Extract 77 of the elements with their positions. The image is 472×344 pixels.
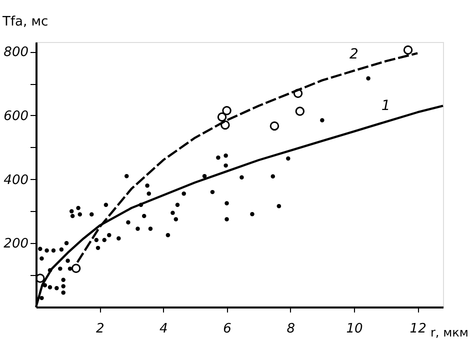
point bbox=[40, 256, 44, 261]
y-tick-label: 200 bbox=[4, 236, 28, 252]
point bbox=[44, 248, 49, 253]
point bbox=[175, 202, 180, 207]
point bbox=[54, 286, 59, 290]
point bbox=[68, 266, 72, 271]
point bbox=[107, 233, 112, 238]
point bbox=[48, 268, 52, 272]
point bbox=[94, 238, 99, 242]
point bbox=[182, 192, 186, 196]
y-tick-label: 800 bbox=[4, 45, 28, 60]
point bbox=[104, 202, 108, 207]
point bbox=[174, 217, 178, 222]
point bbox=[76, 206, 80, 210]
point bbox=[286, 156, 290, 161]
point bbox=[40, 296, 44, 300]
point bbox=[170, 210, 175, 215]
point bbox=[70, 214, 75, 218]
point bbox=[202, 174, 207, 178]
point bbox=[166, 233, 170, 238]
point bbox=[224, 154, 228, 158]
x-tick-label: 6 bbox=[223, 322, 232, 336]
point bbox=[210, 190, 215, 194]
point bbox=[48, 285, 52, 290]
point bbox=[240, 175, 244, 180]
point bbox=[66, 258, 70, 263]
point bbox=[61, 290, 66, 295]
point bbox=[142, 214, 146, 218]
point bbox=[64, 241, 69, 246]
point bbox=[293, 88, 303, 98]
x-tick-label: 4 bbox=[160, 322, 168, 336]
point bbox=[42, 283, 48, 288]
point bbox=[250, 212, 254, 216]
point bbox=[59, 247, 64, 252]
x-axis-title: r, мкм bbox=[430, 326, 468, 340]
point bbox=[403, 45, 413, 55]
point bbox=[276, 204, 282, 208]
point bbox=[270, 174, 276, 179]
point bbox=[61, 278, 66, 282]
point bbox=[366, 76, 370, 81]
point bbox=[58, 266, 62, 271]
point bbox=[78, 212, 82, 217]
point bbox=[69, 209, 74, 214]
point bbox=[148, 226, 153, 231]
point bbox=[71, 264, 81, 273]
point bbox=[320, 118, 324, 122]
point bbox=[61, 284, 66, 288]
point bbox=[224, 163, 228, 168]
y-axis-title: Tfa, мс bbox=[2, 14, 48, 30]
point bbox=[217, 112, 227, 122]
series-label: 1 bbox=[381, 98, 390, 114]
point bbox=[136, 226, 140, 231]
point bbox=[102, 238, 106, 242]
point bbox=[145, 184, 150, 188]
point bbox=[222, 106, 232, 116]
point bbox=[224, 201, 229, 206]
x-tick-label: 2 bbox=[96, 322, 104, 336]
point bbox=[146, 192, 151, 196]
point bbox=[124, 174, 129, 178]
point bbox=[116, 236, 121, 240]
y-tick-label: 400 bbox=[4, 172, 28, 188]
point bbox=[90, 212, 94, 217]
point bbox=[270, 121, 280, 131]
point bbox=[220, 120, 230, 130]
point bbox=[96, 246, 100, 250]
x-tick-label: 8 bbox=[286, 322, 296, 336]
point bbox=[38, 246, 42, 252]
point bbox=[138, 202, 144, 207]
x-tick-label: 12 bbox=[410, 322, 426, 336]
series-label: 2 bbox=[350, 46, 359, 63]
point bbox=[224, 217, 229, 222]
y-tick-label: 600 bbox=[4, 108, 28, 124]
point bbox=[216, 155, 220, 160]
point bbox=[126, 220, 130, 225]
point bbox=[295, 106, 305, 116]
point bbox=[51, 248, 56, 253]
x-tick-label: 10 bbox=[346, 322, 363, 336]
